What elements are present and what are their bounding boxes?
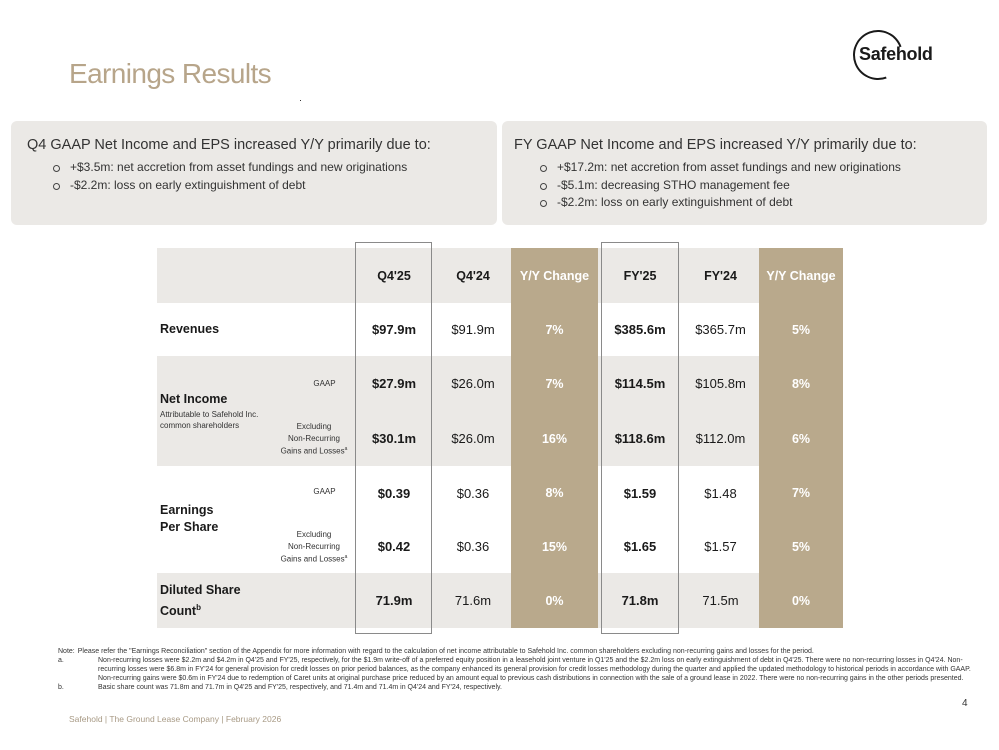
- table-cell: 71.6m: [454, 593, 492, 608]
- table-cell: 8%: [545, 486, 564, 500]
- table-cell: 5%: [791, 539, 811, 554]
- table-cell: $112.0m: [695, 431, 746, 446]
- table-cell: $1.59: [623, 485, 657, 501]
- footnote-a: a. Non-recurring losses were $2.2m and $4…: [58, 657, 971, 682]
- q4-summary-item: -$2.2m: loss on early extinguishment of …: [53, 177, 497, 195]
- net-income-subtitle: Attributable to Safehold Inc. common sha…: [160, 410, 259, 430]
- table-cell: $0.39: [377, 485, 411, 501]
- net-income-excl-label: Excluding Non-Recurring Gains and Losses…: [280, 422, 348, 456]
- q4-summary-box: Q4 GAAP Net Income and EPS increased Y/Y…: [11, 121, 497, 225]
- col-header-q4-24: Q4'24: [456, 268, 490, 283]
- header-band: [157, 248, 843, 303]
- table-cell: $1.65: [623, 539, 657, 554]
- table-cell: $0.36: [456, 539, 490, 554]
- table-cell: 5%: [791, 322, 811, 337]
- table-cell: $26.0m: [451, 431, 495, 446]
- table-cell: 71.8m: [621, 593, 659, 608]
- fy-25-highlight-outline: [601, 242, 679, 634]
- eps-band: [157, 466, 843, 573]
- table-cell: 0%: [791, 593, 811, 608]
- table-cell: $114.5m: [614, 376, 666, 391]
- footnote-b: b. Basic share count was 71.8m and 71.7m …: [58, 684, 502, 691]
- table-cell: $1.48: [704, 485, 737, 501]
- table-cell: 8%: [791, 376, 811, 391]
- fy-summary-box: FY GAAP Net Income and EPS increased Y/Y…: [502, 121, 987, 225]
- col-header-fy-25: FY'25: [623, 268, 657, 283]
- table-cell: $97.9m: [371, 322, 417, 337]
- table-cell: 71.9m: [375, 593, 413, 608]
- table-cell: 7%: [545, 376, 564, 391]
- footnote-note: Note: Please refer the "Earnings Reconcil…: [58, 648, 814, 655]
- row-label-revenues: Revenues: [160, 322, 220, 336]
- q4-25-highlight-outline: [355, 242, 432, 634]
- table-cell: $27.9m: [371, 376, 417, 391]
- revenues-band: [157, 303, 843, 356]
- table-cell: $30.1m: [371, 431, 417, 446]
- table-cell: $0.42: [377, 539, 411, 554]
- earnings-table: Q4'25 Q4'24 Y/Y Change FY'25 FY'24 Y/Y C…: [157, 248, 843, 628]
- logo-text: Safehold: [859, 44, 933, 64]
- table-cell: $0.36: [456, 485, 490, 501]
- eps-gaap-label: GAAP: [313, 487, 336, 496]
- table-cell: 71.5m: [702, 593, 739, 608]
- fy-summary-heading: FY GAAP Net Income and EPS increased Y/Y…: [514, 137, 917, 153]
- col-header-fy-change: Y/Y Change: [766, 268, 836, 283]
- row-label-eps: Earnings Per Share: [160, 503, 219, 534]
- q-change-column: [511, 248, 598, 628]
- table-cell: 0%: [545, 593, 564, 608]
- safehold-logo: Safehold: [844, 21, 933, 89]
- table-cell: $91.9m: [451, 322, 495, 337]
- page-number: 4: [962, 698, 968, 709]
- table-cell: 6%: [791, 431, 811, 446]
- table-cell: 16%: [541, 431, 568, 446]
- fy-change-column: [759, 248, 843, 628]
- table-cell: $26.0m: [451, 376, 495, 391]
- table-cell: $118.6m: [614, 431, 666, 446]
- fy-summary-item: -$5.1m: decreasing STHO management fee: [540, 177, 987, 195]
- q4-summary-item: +$3.5m: net accretion from asset funding…: [53, 159, 497, 177]
- col-header-q-change: Y/Y Change: [519, 268, 590, 283]
- net-income-gaap-label: GAAP: [313, 379, 336, 388]
- table-cell: $365.7m: [695, 322, 746, 337]
- page-title: Earnings Results: [69, 58, 272, 89]
- table-cell: 7%: [791, 486, 811, 500]
- footnotes: Note: Please refer the "Earnings Reconcil…: [58, 647, 983, 692]
- row-label-net-income: Net Income: [160, 392, 228, 406]
- row-label-shares: Diluted Share Countb: [160, 583, 241, 619]
- table-cell: 7%: [545, 322, 564, 337]
- eps-excl-label: Excluding Non-Recurring Gains and Losses…: [280, 530, 348, 564]
- q4-summary-heading: Q4 GAAP Net Income and EPS increased Y/Y…: [27, 137, 431, 153]
- table-cell: $105.8m: [695, 376, 746, 391]
- table-cell: $385.6m: [614, 322, 666, 337]
- table-cell: $1.57: [704, 539, 737, 554]
- footer-text: Safehold | The Ground Lease Company | Fe…: [69, 714, 282, 724]
- shares-band: [157, 573, 843, 628]
- fy-summary-item: +$17.2m: net accretion from asset fundin…: [540, 159, 987, 177]
- stray-dot: [300, 100, 301, 101]
- col-header-fy-24: FY'24: [704, 268, 737, 283]
- col-header-q4-25: Q4'25: [377, 268, 411, 283]
- net-income-band: [157, 356, 843, 466]
- fy-summary-item: -$2.2m: loss on early extinguishment of …: [540, 194, 987, 212]
- table-cell: 15%: [541, 539, 568, 554]
